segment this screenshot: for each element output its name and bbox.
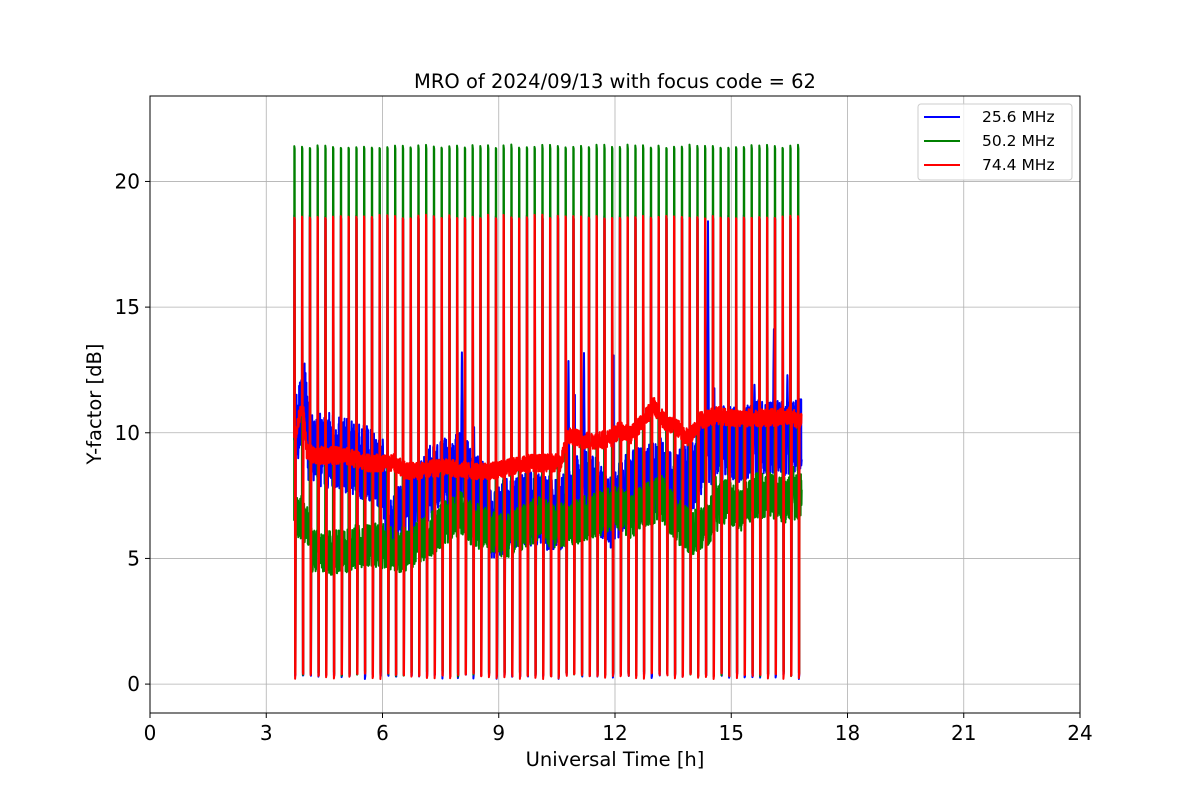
x-tick-label: 3 (260, 721, 273, 745)
y-tick-label: 0 (127, 672, 140, 696)
legend-label-2: 74.4 MHz (982, 156, 1055, 174)
legend-box (917, 103, 1073, 181)
series-layer (293, 143, 803, 681)
y-tick-label: 5 (127, 546, 140, 570)
x-tick-label: 21 (951, 721, 976, 745)
y-tick-label: 10 (115, 421, 140, 445)
series-line-0 (293, 213, 803, 681)
y-tick-label: 20 (115, 169, 140, 193)
y-tick-label: 15 (115, 295, 140, 319)
grid-lines (150, 96, 1080, 713)
x-tick-label: 15 (719, 721, 744, 745)
x-axis-label: Universal Time [h] (526, 748, 705, 771)
chart-title: MRO of 2024/09/13 with focus code = 62 (414, 70, 816, 93)
legend: 25.6 MHz 50.2 MHz 74.4 MHz (917, 103, 1073, 181)
series-line-1 (293, 143, 803, 678)
x-tick-label: 9 (492, 721, 505, 745)
x-tick-label: 6 (376, 721, 389, 745)
series-line-2 (293, 213, 803, 681)
x-tick-label: 12 (602, 721, 627, 745)
legend-label-1: 50.2 MHz (982, 132, 1055, 150)
x-tick-label: 24 (1067, 721, 1092, 745)
x-tick-label: 18 (835, 721, 860, 745)
axis-ticks: 0 3 6 9 12 15 18 21 24 0 5 10 15 20 (115, 169, 1093, 745)
y-axis-label: Y-factor [dB] (83, 344, 106, 466)
x-tick-label: 0 (144, 721, 157, 745)
legend-label-0: 25.6 MHz (982, 108, 1055, 126)
